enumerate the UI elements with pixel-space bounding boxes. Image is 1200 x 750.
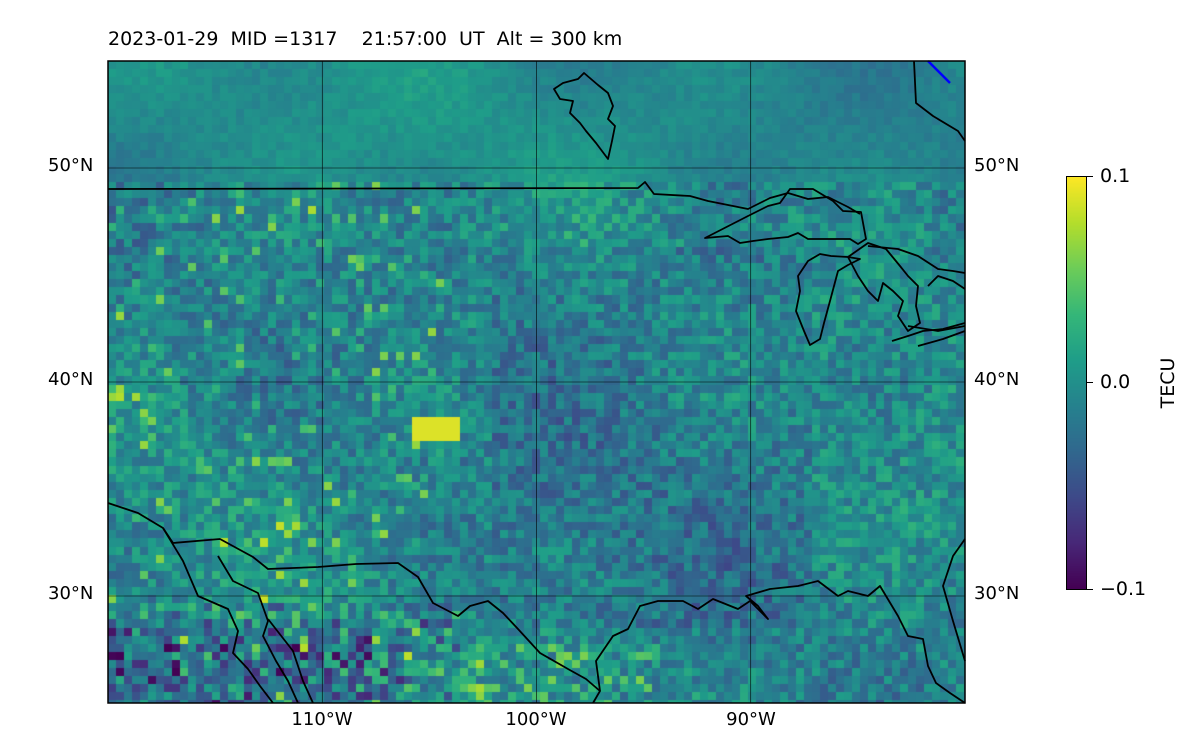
lon-label-100w: 100°W	[505, 709, 567, 730]
colorbar-gradient	[1067, 177, 1086, 589]
colorbar-label-zero: 0.0	[1100, 371, 1131, 393]
lake-superior	[704, 188, 867, 245]
sonora-coast	[267, 618, 314, 704]
tec-map	[107, 60, 966, 704]
map-overlay	[107, 60, 966, 704]
lat-label-left-50: 50°N	[48, 155, 94, 176]
lake-huron	[847, 242, 921, 332]
colorbar	[1066, 176, 1087, 590]
coastlines	[107, 60, 966, 704]
lon-label-90w: 90°W	[726, 709, 776, 730]
gulf-of-california	[162, 527, 274, 704]
map-title: 2023-01-29 MID =1317 21:57:00 UT Alt = 3…	[108, 28, 622, 50]
colorbar-label-max: 0.1	[1100, 165, 1131, 187]
gridlines	[108, 61, 965, 703]
lake-michigan	[795, 253, 861, 346]
lat-label-right-30: 30°N	[974, 583, 1020, 604]
terminator-line	[927, 60, 951, 84]
map-frame	[107, 60, 966, 704]
baja-coast	[217, 555, 299, 704]
colorbar-tick-max	[1087, 176, 1093, 177]
colorbar-label-min: −0.1	[1100, 578, 1147, 600]
hudson-bay-shore	[553, 72, 616, 160]
title-altitude: Alt = 300 km	[496, 28, 623, 50]
lat-label-left-30: 30°N	[48, 583, 94, 604]
colorbar-tick-min	[1087, 589, 1093, 590]
lon-label-110w: 110°W	[291, 709, 353, 730]
lat-label-right-40: 40°N	[974, 369, 1020, 390]
james-bay-shore	[913, 60, 966, 142]
lake-erie	[891, 322, 966, 342]
colorbar-title: TECU	[1157, 357, 1179, 409]
title-date: 2023-01-29	[108, 28, 219, 50]
colorbar-tick-zero	[1087, 382, 1093, 383]
title-mid: MID =1317	[230, 28, 338, 50]
title-time: 21:57:00 UT	[361, 28, 485, 50]
lat-label-left-40: 40°N	[48, 369, 94, 390]
lat-label-right-50: 50°N	[974, 155, 1020, 176]
florida-coast	[942, 538, 966, 662]
us-mexico-border	[107, 502, 601, 704]
great-lakes-shore	[867, 245, 966, 290]
us-canada-border	[107, 181, 861, 215]
lake-ontario	[907, 325, 966, 347]
gulf-coast	[595, 580, 966, 704]
